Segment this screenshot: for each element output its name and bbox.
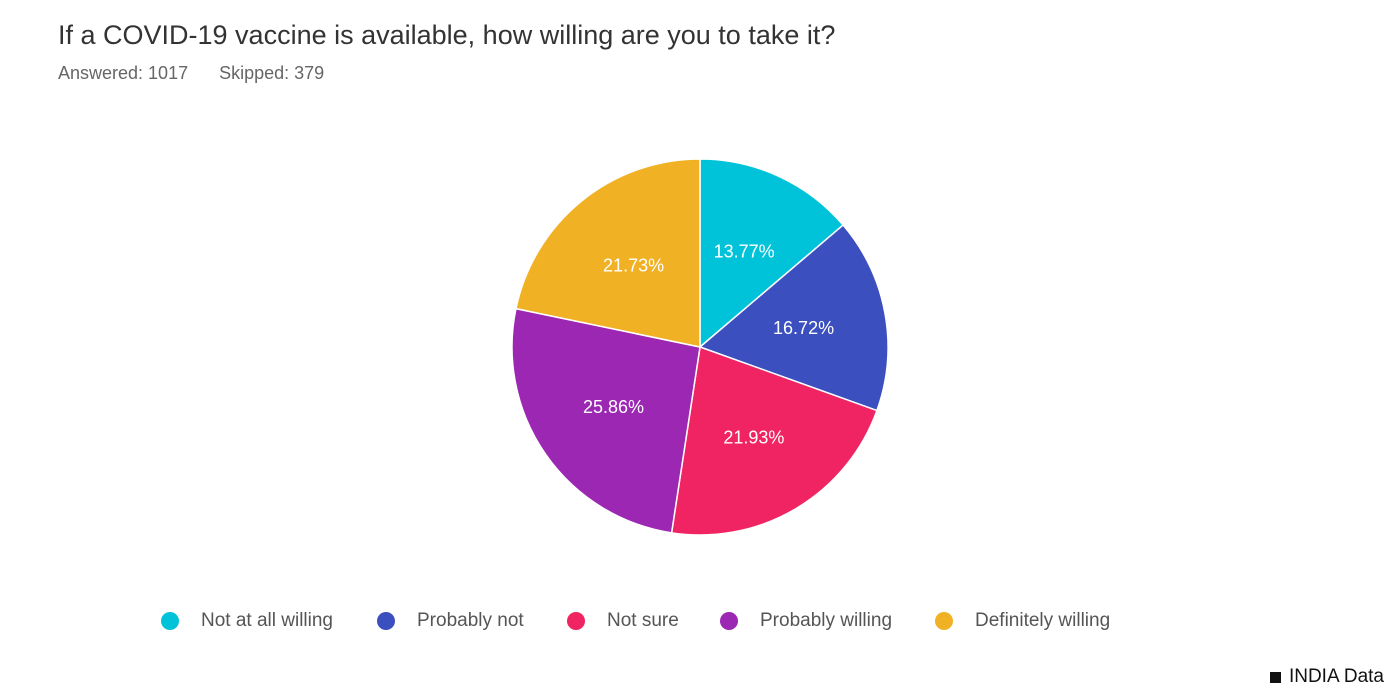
slice-label-definitely-willing: 21.73% (603, 255, 664, 275)
legend-label: Probably not (417, 610, 524, 631)
legend-label: Definitely willing (975, 610, 1111, 631)
pie-slice-not-at-all-willing (699, 158, 845, 349)
slice-label-probably-willing: 25.86% (583, 397, 644, 417)
brand-square-icon (1269, 671, 1281, 683)
answered-count: Answered: 1017 (58, 63, 189, 83)
legend-label: Not at all willing (201, 610, 333, 631)
legend-dot-icon (720, 612, 738, 630)
pie-chart: 13.77% 16.72% 21.93% 25.86% 21.73% (511, 158, 889, 536)
brand-mark: INDIA Data (1269, 666, 1384, 688)
legend-dot-icon (377, 612, 395, 630)
legend-item-probably-not: Probably not (377, 606, 524, 636)
legend-item-not-sure: Not sure (567, 606, 679, 636)
legend-dot-icon (935, 612, 953, 630)
legend-label: Not sure (607, 610, 679, 631)
pie-slice-not-sure (670, 345, 878, 536)
chart-legend: Not at all willing Probably not Not sure Pr… (0, 606, 1400, 636)
legend-label: Probably willing (760, 610, 893, 631)
skipped-count: Skipped: 379 (219, 63, 325, 83)
pie-slice-probably-willing (511, 307, 701, 534)
legend-dot-icon (161, 612, 179, 630)
legend-item-not-at-all-willing: Not at all willing (161, 606, 333, 636)
response-counts: Answered: 1017 Skipped: 379 (58, 63, 324, 84)
pie-slice-probably-not (698, 224, 889, 412)
legend-item-probably-willing: Probably willing (720, 606, 892, 636)
legend-item-definitely-willing: Definitely willing (935, 606, 1110, 636)
chart-title: If a COVID-19 vaccine is available, how … (58, 20, 836, 50)
legend-dot-icon (567, 612, 585, 630)
slice-label-probably-not: 16.72% (773, 318, 834, 338)
pie-slice-definitely-willing (515, 158, 701, 348)
slice-label-not-at-all-willing: 13.77% (714, 241, 775, 261)
brand-label: INDIA Data (1288, 666, 1384, 687)
slice-label-not-sure: 21.93% (723, 427, 784, 447)
